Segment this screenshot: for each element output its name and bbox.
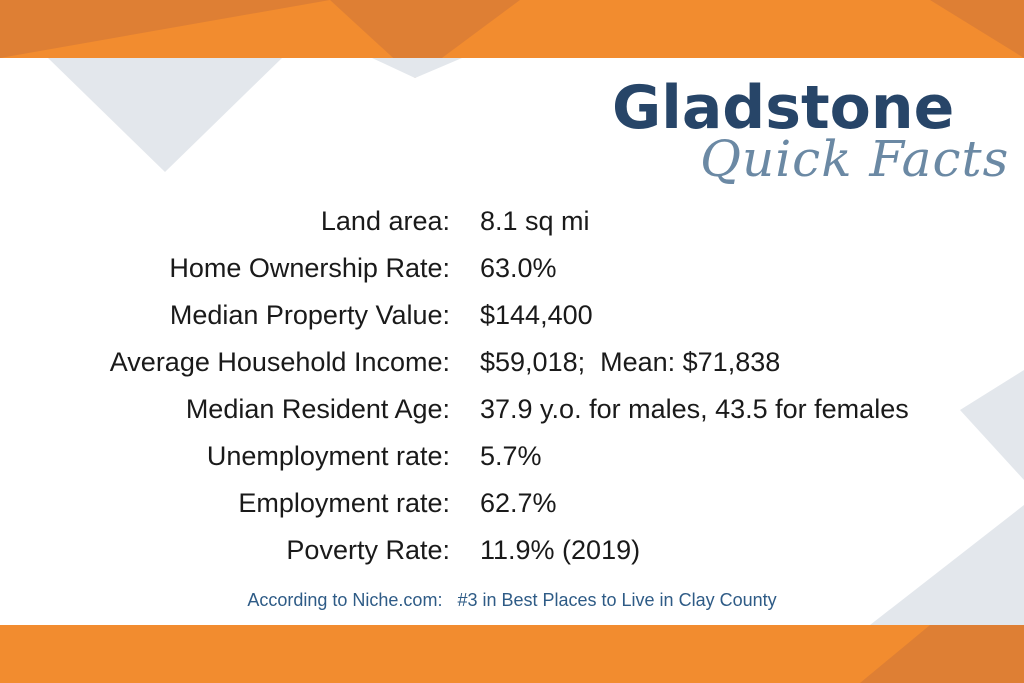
fact-label: Employment rate: <box>238 488 450 518</box>
fact-label: Unemployment rate: <box>206 441 450 471</box>
fact-label: Home Ownership Rate: <box>169 253 450 283</box>
fact-value: $59,018; Mean: $71,838 <box>480 347 781 377</box>
fact-row-home-ownership: Home Ownership Rate: 63.0% <box>0 245 1024 292</box>
fact-row-employment: Employment rate: 62.7% <box>0 480 1024 527</box>
fact-value: 5.7% <box>480 441 542 471</box>
fact-label: Average Household Income: <box>109 347 450 377</box>
page-subtitle: Quick Facts <box>700 130 1010 188</box>
fact-value: 11.9% (2019) <box>480 535 641 565</box>
fact-label: Land area: <box>320 206 450 236</box>
gray-triangle-right <box>960 370 1024 480</box>
fact-value: 62.7% <box>480 488 557 518</box>
top-center-dark-triangle <box>330 0 520 78</box>
facts-list: Land area: 8.1 sq mi Home Ownership Rate… <box>0 198 1024 574</box>
fact-value: 63.0% <box>480 253 557 283</box>
fact-label: Median Property Value: <box>169 300 450 330</box>
bottom-orange-band <box>0 625 1024 683</box>
fact-row-property-value: Median Property Value: $144,400 <box>0 292 1024 339</box>
fact-row-poverty: Poverty Rate: 11.9% (2019) <box>0 527 1024 574</box>
fact-value: $144,400 <box>480 300 593 330</box>
fact-row-household-income: Average Household Income: $59,018; Mean:… <box>0 339 1024 386</box>
page-title: Gladstone <box>612 73 955 143</box>
fact-row-unemployment: Unemployment rate: 5.7% <box>0 433 1024 480</box>
gray-triangle-top-center <box>372 58 462 78</box>
gray-triangle-bottom-right <box>870 505 1024 625</box>
fact-label: Poverty Rate: <box>286 535 450 565</box>
top-right-dark-triangle <box>930 0 1024 58</box>
fact-value: 8.1 sq mi <box>480 206 590 236</box>
fact-row-resident-age: Median Resident Age: 37.9 y.o. for males… <box>0 386 1024 433</box>
bottom-right-dark-triangle <box>860 625 1024 683</box>
fact-value: 37.9 y.o. for males, 43.5 for females <box>480 394 909 424</box>
top-left-dark-triangle <box>0 0 330 58</box>
fact-label: Median Resident Age: <box>185 394 450 424</box>
footer-note: According to Niche.com: #3 in Best Place… <box>247 590 777 610</box>
gray-triangle-top-left <box>48 58 282 172</box>
fact-row-land-area: Land area: 8.1 sq mi <box>0 198 1024 245</box>
